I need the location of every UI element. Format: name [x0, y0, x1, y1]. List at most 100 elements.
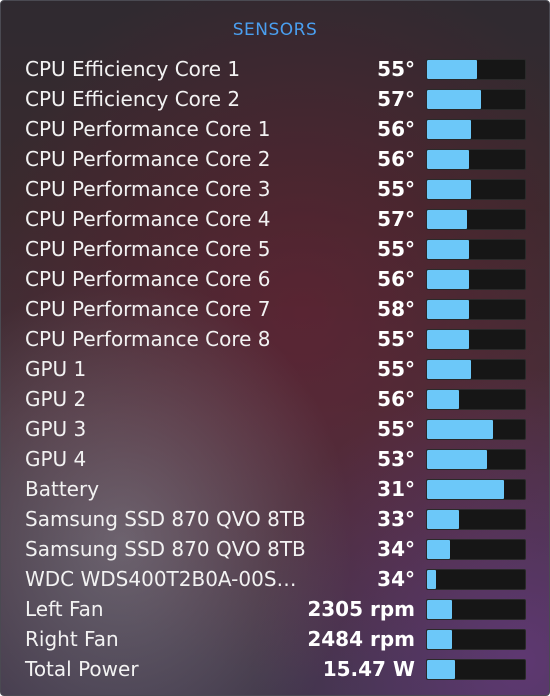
sensor-row: Battery 31°: [1, 474, 549, 504]
sensor-level-bar: [426, 269, 526, 290]
sensor-level-bar: [426, 59, 526, 80]
sensor-level-fill: [427, 360, 472, 379]
sensor-row: CPU Efficiency Core 2 57°: [1, 84, 549, 114]
sensor-value: 55°: [377, 177, 415, 201]
sensor-level-fill: [427, 60, 477, 79]
sensor-value: 57°: [377, 207, 415, 231]
sensor-row: CPU Performance Core 7 58°: [1, 294, 549, 324]
sensor-level-fill: [427, 240, 470, 259]
sensor-value: 56°: [377, 267, 415, 291]
sensor-level-bar: [426, 539, 526, 560]
sensor-label: CPU Performance Core 3: [25, 177, 271, 201]
sensor-label: CPU Performance Core 1: [25, 117, 271, 141]
sensor-row: CPU Performance Core 8 55°: [1, 324, 549, 354]
sensor-value: 56°: [377, 387, 415, 411]
sensor-level-fill: [427, 570, 436, 589]
sensor-label: CPU Performance Core 7: [25, 297, 271, 321]
sensor-value: 55°: [377, 57, 415, 81]
sensor-label: Total Power: [25, 657, 139, 681]
sensor-value: 55°: [377, 327, 415, 351]
sensor-value: 33°: [377, 507, 415, 531]
sensor-label: CPU Performance Core 2: [25, 147, 271, 171]
sensor-level-bar: [426, 239, 526, 260]
sensor-label: Battery: [25, 477, 100, 501]
sensor-level-fill: [427, 180, 472, 199]
sensor-level-bar: [426, 479, 526, 500]
sensor-level-bar: [426, 659, 526, 680]
sensor-label: CPU Efficiency Core 1: [25, 57, 241, 81]
sensor-level-fill: [427, 90, 481, 109]
sensor-level-bar: [426, 419, 526, 440]
sensor-level-fill: [427, 150, 470, 169]
sensor-value: 15.47 W: [322, 657, 415, 681]
sensor-level-bar: [426, 119, 526, 140]
sensor-row: CPU Performance Core 2 56°: [1, 144, 549, 174]
sensor-row: Samsung SSD 870 QVO 8TB 33°: [1, 504, 549, 534]
sensor-level-bar: [426, 329, 526, 350]
sensor-value: 2484 rpm: [307, 627, 415, 651]
sensor-label: CPU Efficiency Core 2: [25, 87, 241, 111]
sensor-level-bar: [426, 449, 526, 470]
sensor-value: 58°: [377, 297, 415, 321]
sensor-value: 55°: [377, 237, 415, 261]
sensor-level-bar: [426, 389, 526, 410]
sensor-level-bar: [426, 599, 526, 620]
sensor-row: CPU Efficiency Core 1 55°: [1, 54, 549, 84]
sensor-level-fill: [427, 540, 450, 559]
sensor-level-fill: [427, 660, 456, 679]
sensor-level-fill: [427, 210, 468, 229]
sensor-level-bar: [426, 569, 526, 590]
sensor-level-bar: [426, 629, 526, 650]
sensor-level-fill: [427, 480, 505, 499]
sensor-level-fill: [427, 330, 470, 349]
sensor-label: GPU 2: [25, 387, 87, 411]
sensor-row: CPU Performance Core 4 57°: [1, 204, 549, 234]
sensor-label: Samsung SSD 870 QVO 8TB: [25, 537, 306, 561]
panel-title: SENSORS: [232, 20, 318, 40]
sensor-level-fill: [427, 120, 472, 139]
sensor-label: GPU 3: [25, 417, 87, 441]
sensor-level-bar: [426, 149, 526, 170]
sensor-value: 57°: [377, 87, 415, 111]
sensor-label: WDC WDS400T2B0A-00S…: [25, 567, 297, 591]
sensor-row: Total Power 15.47 W: [1, 654, 549, 684]
sensor-level-fill: [427, 600, 452, 619]
sensor-label: Right Fan: [25, 627, 119, 651]
sensor-label: CPU Performance Core 4: [25, 207, 271, 231]
sensor-value: 55°: [377, 417, 415, 441]
sensor-value: 34°: [377, 537, 415, 561]
sensor-row: GPU 3 55°: [1, 414, 549, 444]
sensor-level-bar: [426, 509, 526, 530]
sensor-row: GPU 4 53°: [1, 444, 549, 474]
sensor-label: CPU Performance Core 8: [25, 327, 271, 351]
sensor-value: 2305 rpm: [307, 597, 415, 621]
sensor-row: Left Fan 2305 rpm: [1, 594, 549, 624]
sensor-level-bar: [426, 89, 526, 110]
sensor-row: CPU Performance Core 5 55°: [1, 234, 549, 264]
sensor-level-fill: [427, 390, 460, 409]
sensor-level-bar: [426, 209, 526, 230]
sensor-level-bar: [426, 359, 526, 380]
sensor-row: CPU Performance Core 3 55°: [1, 174, 549, 204]
sensor-level-fill: [427, 450, 487, 469]
sensor-row: GPU 1 55°: [1, 354, 549, 384]
sensor-level-fill: [427, 630, 452, 649]
sensor-label: CPU Performance Core 6: [25, 267, 271, 291]
sensor-label: Left Fan: [25, 597, 104, 621]
sensor-list: CPU Efficiency Core 1 55° CPU Efficiency C…: [1, 54, 549, 684]
sensor-level-fill: [427, 300, 470, 319]
sensor-label: CPU Performance Core 5: [25, 237, 271, 261]
sensor-row: CPU Performance Core 1 56°: [1, 114, 549, 144]
sensor-value: 34°: [377, 567, 415, 591]
sensor-level-bar: [426, 299, 526, 320]
sensor-level-fill: [427, 510, 460, 529]
sensor-label: Samsung SSD 870 QVO 8TB: [25, 507, 306, 531]
sensor-level-bar: [426, 179, 526, 200]
sensor-row: Right Fan 2484 rpm: [1, 624, 549, 654]
sensor-row: GPU 2 56°: [1, 384, 549, 414]
sensor-label: GPU 1: [25, 357, 87, 381]
sensor-row: Samsung SSD 870 QVO 8TB 34°: [1, 534, 549, 564]
sensor-row: CPU Performance Core 6 56°: [1, 264, 549, 294]
sensor-value: 56°: [377, 117, 415, 141]
